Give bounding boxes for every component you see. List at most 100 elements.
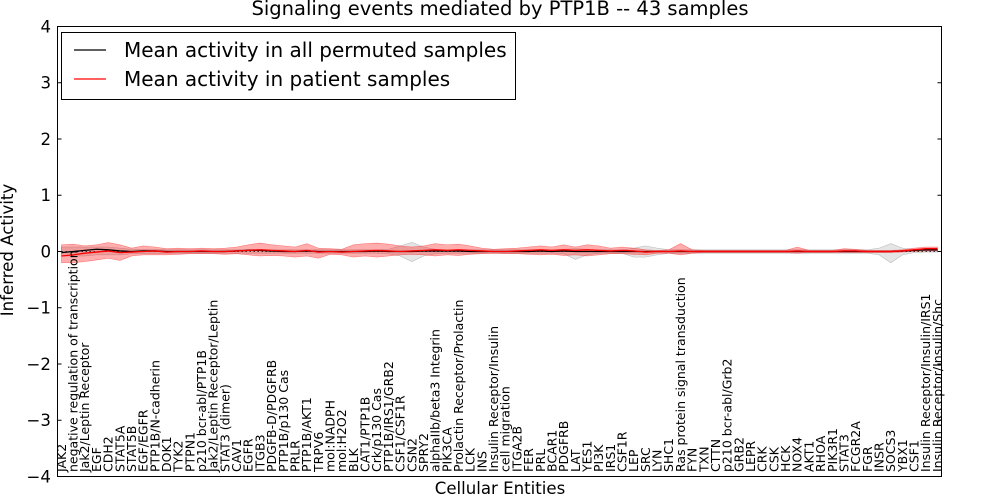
- x-category-label: SRC: [638, 447, 653, 472]
- y-tick-label: −4: [27, 467, 51, 486]
- y-tick-label: −2: [27, 355, 51, 374]
- x-category-label: FCGR2A: [848, 421, 863, 472]
- x-category-label: TYK2: [171, 441, 186, 473]
- x-category-label: TXN: [696, 446, 711, 473]
- x-category-label: Insulin Receptor/Insulin: [486, 326, 501, 472]
- legend-box: [61, 32, 516, 100]
- series-line-patient-mean: [61, 248, 938, 257]
- x-category-label: NOX4: [790, 437, 805, 472]
- x-category-label: FER: [521, 448, 536, 472]
- x-category-label: YES1: [579, 441, 594, 473]
- x-category-label: YBX1: [895, 439, 910, 473]
- x-category-label: GRB2: [731, 437, 746, 472]
- y-ticks: [57, 26, 942, 477]
- x-category-label: PDGFRB: [556, 421, 571, 472]
- x-category-label: EGF: [89, 447, 104, 472]
- x-category-label: Ras protein signal transduction: [673, 277, 688, 472]
- x-category-label: PIK3CA: [439, 427, 454, 472]
- x-category-label: EGF/EGFR: [136, 409, 151, 472]
- x-category-label: LYN: [650, 450, 665, 472]
- x-category-label: SPRY2: [416, 433, 431, 472]
- x-category-label: CSF1R: [615, 431, 630, 472]
- x-category-label: PTP1B/p130 Cas: [276, 370, 291, 472]
- x-axis-label: Cellular Entities: [435, 479, 566, 498]
- x-category-label: ITGB3: [252, 434, 267, 472]
- band-patient-samples: [61, 242, 938, 264]
- x-category-label: STAT5B: [124, 426, 139, 472]
- x-category-label: BCAR1: [544, 430, 559, 472]
- x-category-label: p210 bcr-abl/Grb2: [720, 359, 735, 472]
- y-tick-label: −1: [27, 299, 51, 318]
- x-category-label: PDGFB-D/PDGFRB: [264, 360, 279, 472]
- x-category-label: FYN: [685, 448, 700, 472]
- x-category-label: CTTN: [708, 439, 723, 472]
- x-category-label: alphaIIb/beta3 Integrin: [428, 329, 443, 472]
- x-category-label: INS: [474, 451, 489, 472]
- x-category-label: DOK1: [159, 436, 174, 472]
- x-category-label: mol:H2O2: [334, 409, 349, 472]
- x-category-label: Crk/p130 Cas: [369, 388, 384, 472]
- x-category-label: mol:NADPH: [323, 400, 338, 472]
- x-category-label: Jak2/Leptin Receptor/Leptin: [206, 300, 221, 473]
- bands-layer: [61, 242, 938, 264]
- x-category-label: PI3K: [591, 444, 606, 472]
- legend-label-patient: Mean activity in patient samples: [124, 67, 450, 91]
- x-category-label: CSF1/CSF1R: [393, 395, 408, 472]
- x-category-label: PRL: [533, 449, 548, 472]
- x-category-label: CSK: [766, 446, 781, 472]
- x-category-label: PTP1B/N-cadherin: [147, 360, 162, 472]
- chart-title: Signaling events mediated by PTP1B -- 43…: [252, 0, 749, 20]
- x-category-label: RHOA: [813, 435, 828, 472]
- x-category-label: SHC1: [661, 438, 676, 472]
- y-tick-labels: −4 −3 −2 −1 0 1 2 3 4: [27, 17, 51, 486]
- x-category-label: BLK: [346, 447, 361, 472]
- x-category-label: AKT1: [801, 441, 816, 472]
- x-category-label: LEPR: [743, 441, 758, 472]
- x-category-label: CRK: [755, 446, 770, 472]
- x-category-label: INSR: [871, 442, 886, 472]
- x-category-label: EGFR: [241, 438, 256, 472]
- band-permuted-samples: [61, 242, 938, 264]
- x-category-label: Insulin Receptor/Insulin/Shc: [930, 299, 945, 472]
- x-category-label: TRPV6: [311, 432, 326, 473]
- x-category-label: FGR: [860, 446, 875, 472]
- x-category-label: LEP: [626, 449, 641, 472]
- x-category-label: ITGA2B: [509, 426, 524, 472]
- x-category-label: STAT3: [836, 434, 851, 472]
- x-category-label: STAT5A: [112, 425, 127, 472]
- series-lines-layer: [61, 248, 938, 257]
- x-category-label: LAT: [568, 449, 583, 472]
- y-tick-label: 3: [40, 74, 51, 93]
- x-category-label: PTP1B/IRS1/GRB2: [381, 361, 396, 472]
- x-category-label: Insulin Receptor/Insulin/IRS1: [918, 294, 933, 472]
- x-category-label: PTP1B/AKT1: [299, 397, 314, 472]
- x-category-label: p210 bcr-abl/PTP1B: [194, 350, 209, 472]
- x-category-label: PTPN1: [182, 432, 197, 472]
- x-category-label: CSN2: [404, 438, 419, 472]
- x-category-label: negative regulation of transcription: [66, 250, 81, 472]
- y-tick-label: 1: [40, 186, 51, 205]
- y-axis-label: Inferred Activity: [0, 184, 17, 317]
- x-category-label: SOCS3: [883, 430, 898, 472]
- y-tick-label: 4: [40, 17, 51, 36]
- x-category-label: CDH2: [101, 436, 116, 472]
- x-category-label: cell migration: [498, 386, 513, 472]
- x-category-label: IRS1: [603, 444, 618, 472]
- x-category-label: CAV1: [229, 439, 244, 472]
- y-tick-label: 0: [40, 242, 51, 261]
- legend: Mean activity in all permuted samples Me…: [61, 32, 516, 100]
- x-category-label: CAT1/PTP1B: [358, 397, 373, 472]
- legend-label-permuted: Mean activity in all permuted samples: [124, 38, 507, 62]
- y-tick-label: −3: [27, 411, 51, 430]
- y-tick-label: 2: [40, 130, 51, 149]
- x-category-label: STAT3 (dimer): [217, 384, 232, 472]
- x-category-label: PRLR: [287, 440, 302, 472]
- x-category-label: PIK3R1: [825, 428, 840, 472]
- x-category-label: LCK: [463, 447, 478, 472]
- x-category-label: Jak2/Leptin Receptor: [77, 342, 92, 473]
- x-category-label: Prolactin Receptor/Prolactin: [451, 300, 466, 472]
- x-category-label: HCK: [778, 445, 793, 472]
- x-category-label: CSF1: [907, 440, 922, 472]
